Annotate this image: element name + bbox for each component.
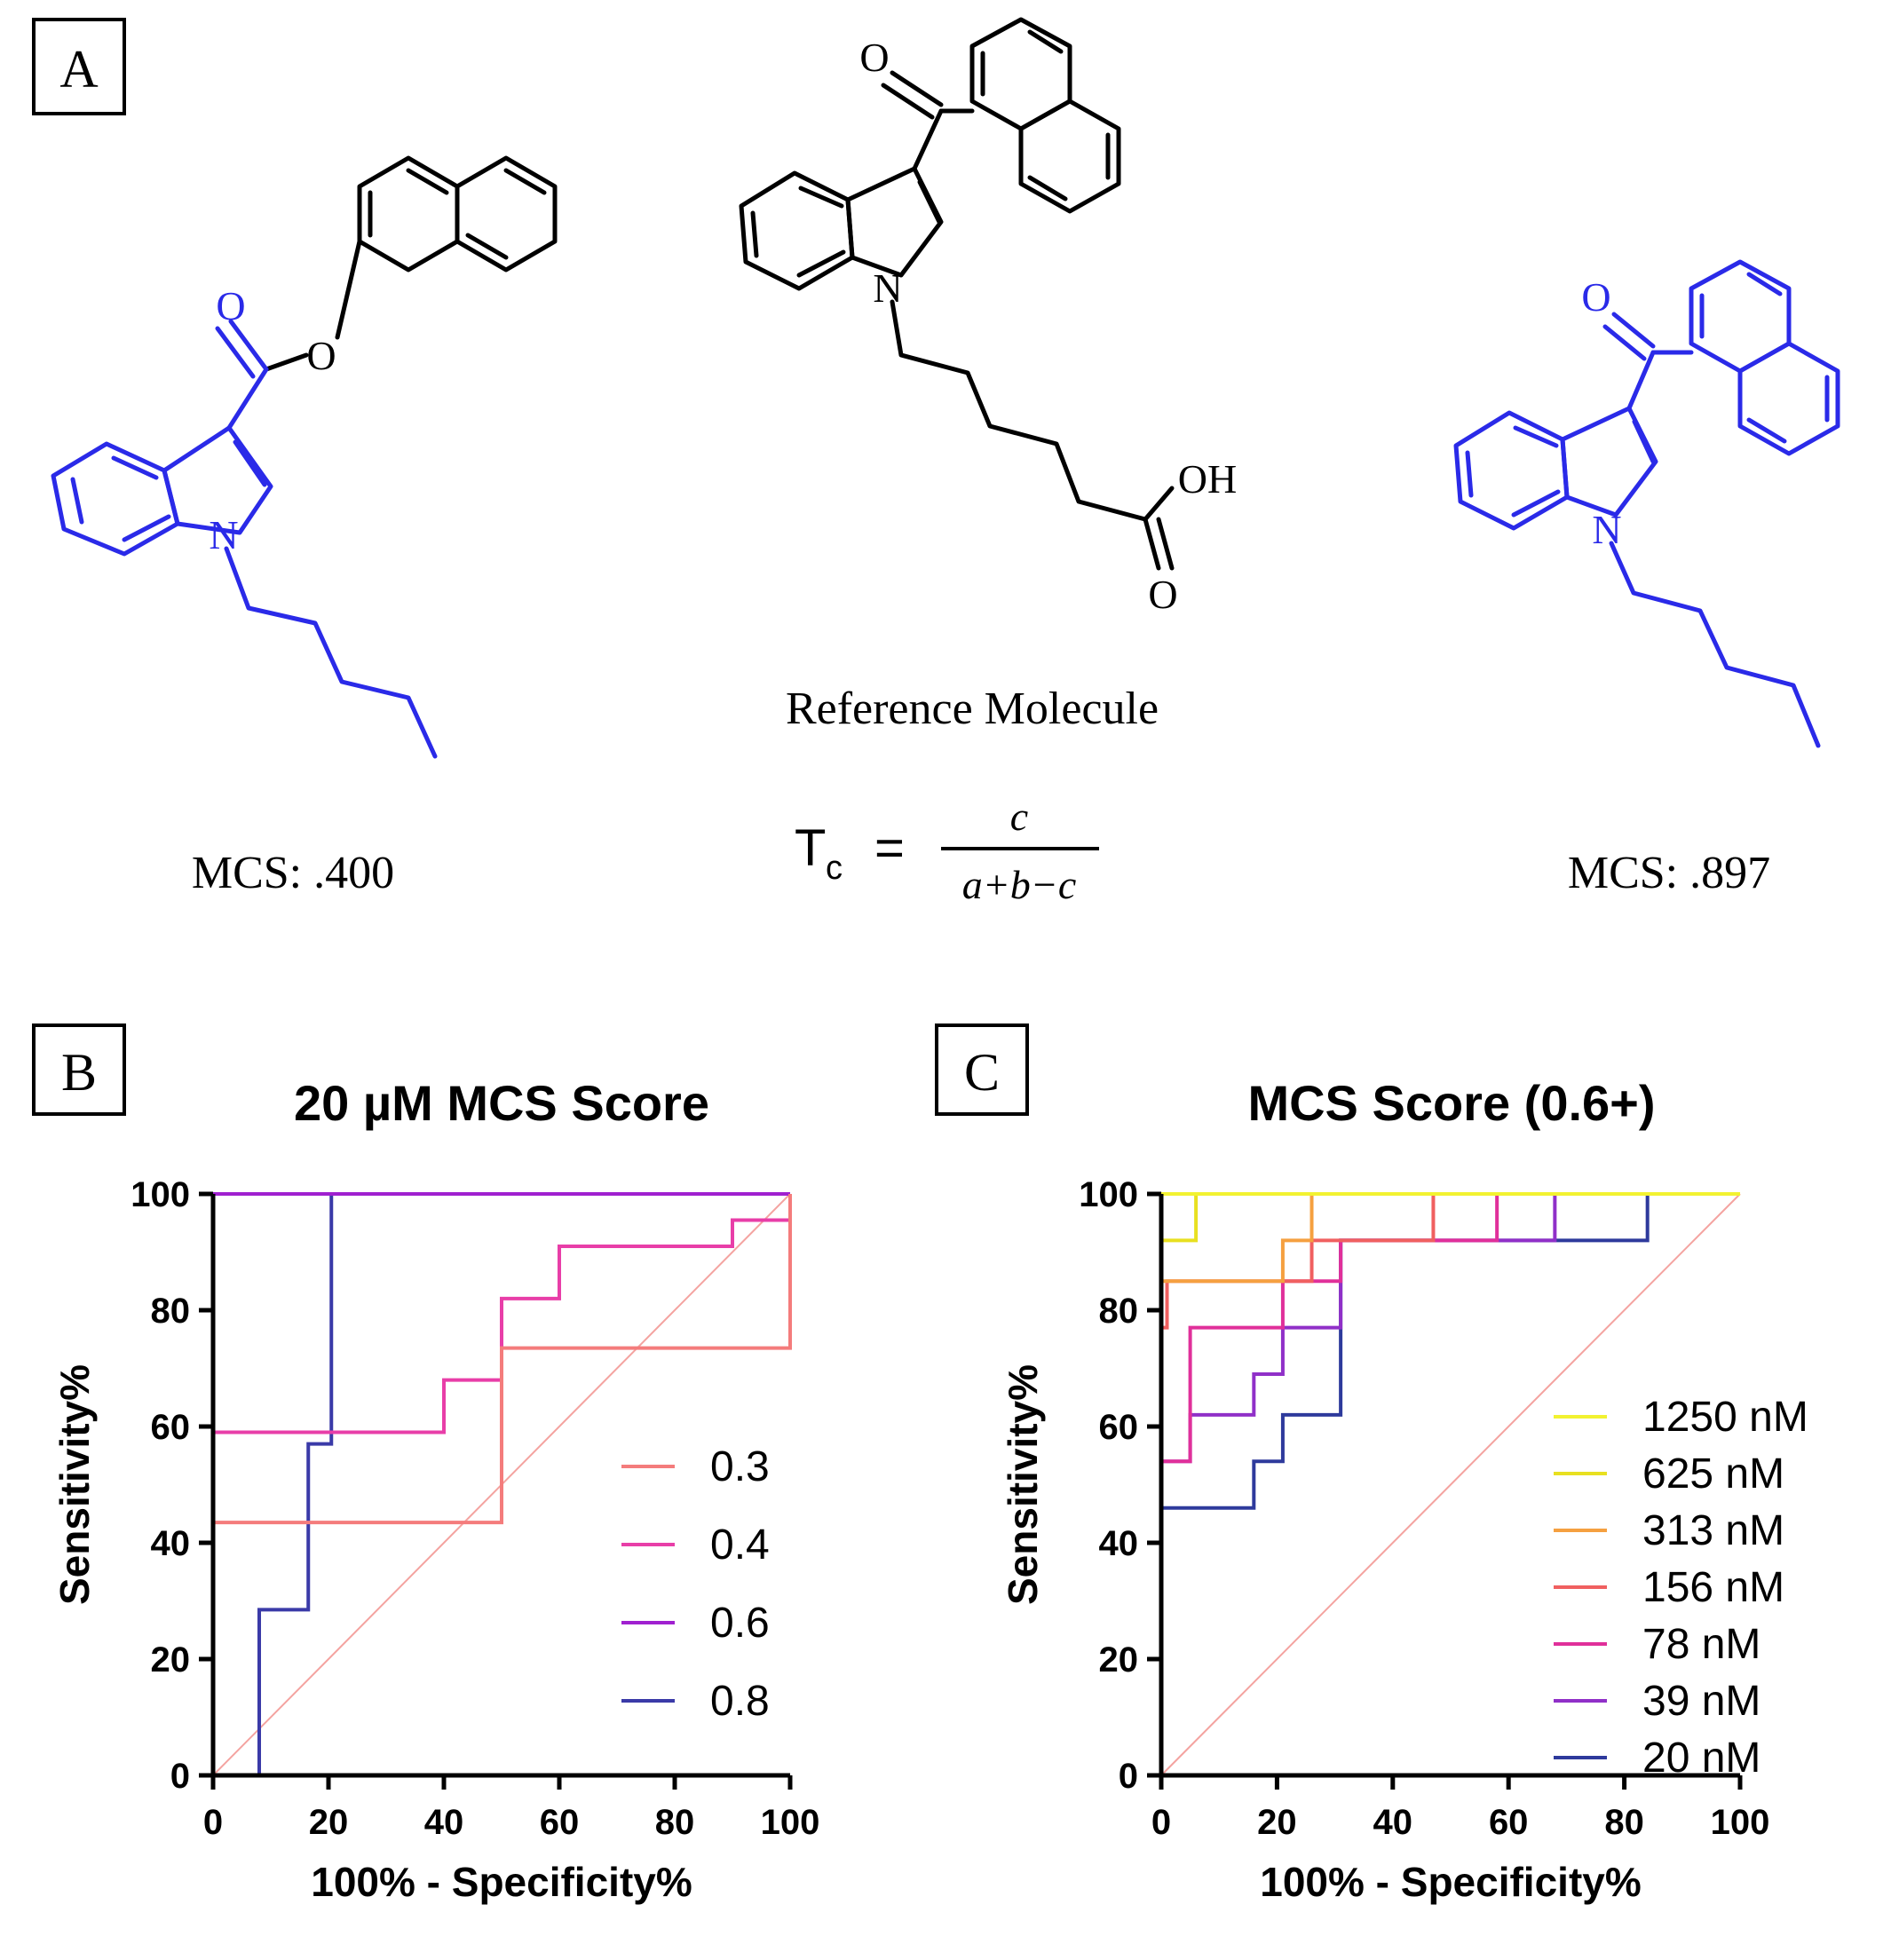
panel-a: A (32, 17, 1840, 907)
panel-c: C MCS Score (0.6+) 0 20 40 60 80 100 0 20 40 60 80 1… (935, 1023, 1808, 1905)
right-molecule (1453, 259, 1840, 748)
left-nitrogen: N (209, 512, 238, 557)
chart-b: 20 µM MCS Score 0 20 40 60 80 100 0 20 40 60 80 100 1… (51, 1075, 819, 1905)
left-carbonyl-o: O (216, 283, 245, 328)
chart-c-y-tick-label-4: 80 (1099, 1292, 1139, 1331)
tanimoto-formula: T c = c a+b−c (795, 794, 1099, 907)
formula-t: T (795, 819, 826, 877)
chart-c-title: MCS Score (0.6+) (1247, 1075, 1655, 1131)
reference-molecule (739, 17, 1175, 571)
chart-c-series-6 (1159, 1192, 1740, 1775)
chart-c-x-tick-label-0: 0 (1151, 1803, 1171, 1842)
formula-numerator: c (1010, 794, 1028, 839)
chart-c-y-tick-label-0: 0 (1119, 1757, 1138, 1796)
chart-c-y-tick-label-3: 60 (1099, 1408, 1139, 1447)
chart-c-legend-label-2: 313 nM (1642, 1507, 1784, 1554)
chart-c-x-axis-label: 100% - Specificity% (1260, 1859, 1642, 1905)
chart-b-y-tick-label-2: 40 (151, 1524, 191, 1563)
chart-b-y-tick-label-0: 0 (170, 1757, 190, 1796)
chart-b-x-tick-label-1: 20 (309, 1803, 349, 1842)
chart-c-legend-label-4: 78 nM (1642, 1621, 1760, 1668)
chart-c-legend-label-6: 20 nM (1642, 1735, 1760, 1782)
chart-b-legend-label-1: 0.4 (710, 1521, 770, 1569)
chart-c-y-tick-label-5: 100 (1079, 1175, 1138, 1214)
chart-c-legend-label-0: 1250 nM (1642, 1394, 1808, 1441)
panel-c-label-box (935, 1023, 1029, 1116)
reference-nitrogen: N (873, 265, 902, 311)
right-mcs-score: MCS: .897 (1568, 848, 1770, 898)
panel-c-label: C (964, 1043, 1000, 1102)
chart-c-legend-label-5: 39 nM (1642, 1678, 1760, 1725)
chart-c-x-tick-label-3: 60 (1489, 1803, 1529, 1842)
panel-b: B 20 µM MCS Score 0 20 40 60 80 100 0 20 40 60 80 10… (32, 1023, 819, 1905)
panel-a-label-box (32, 18, 126, 115)
chart-c-legend-label-3: 156 nM (1642, 1564, 1784, 1611)
chart-c-legend-label-1: 625 nM (1642, 1450, 1784, 1498)
right-nitrogen: N (1592, 507, 1621, 552)
chart-b-y-tick-label-1: 20 (151, 1640, 191, 1679)
panel-a-label: A (59, 40, 98, 99)
chart-b-y-tick-label-4: 80 (151, 1292, 191, 1331)
formula-equals: = (874, 819, 905, 877)
chart-c-x-tick-label-2: 40 (1373, 1803, 1413, 1842)
chart-c-x-tick-label-4: 80 (1604, 1803, 1644, 1842)
panel-b-label-box (32, 1023, 126, 1116)
chart-b-series-1 (211, 1194, 792, 1775)
reference-hydroxyl: OH (1178, 456, 1237, 502)
chart-b-legend-label-3: 0.8 (710, 1678, 770, 1725)
chart-b-legend-label-2: 0.6 (710, 1600, 770, 1647)
chart-b-x-tick-label-0: 0 (203, 1803, 223, 1842)
chart-c-reference-line (1160, 1193, 1741, 1776)
chart-b-x-tick-label-4: 80 (655, 1803, 695, 1842)
chart-c-x-tick-label-1: 20 (1257, 1803, 1297, 1842)
chart-c: MCS Score (0.6+) 0 20 40 60 80 100 0 20 40 60 80 100… (1000, 1075, 1808, 1905)
right-carbonyl-o: O (1581, 274, 1610, 320)
chart-b-x-tick-label-5: 100 (761, 1803, 820, 1842)
chart-b-title: 20 µM MCS Score (294, 1075, 709, 1131)
reference-acid-o: O (1148, 572, 1177, 617)
chart-c-y-axis-label: Sensitivity% (1000, 1364, 1046, 1605)
formula-subscript: c (826, 850, 843, 887)
chart-b-y-axis-label: Sensitivity% (51, 1364, 98, 1605)
formula-denominator: a+b−c (962, 862, 1077, 907)
left-mcs-score: MCS: .400 (192, 848, 394, 898)
chart-b-legend-label-0: 0.3 (710, 1443, 770, 1490)
chart-b-x-tick-label-3: 60 (540, 1803, 580, 1842)
chart-c-x-tick-label-5: 100 (1711, 1803, 1770, 1842)
left-naphthalene (264, 155, 558, 372)
left-molecule (51, 155, 558, 759)
chart-b-y-tick-label-3: 60 (151, 1408, 191, 1447)
chart-c-y-tick-label-2: 40 (1099, 1524, 1139, 1563)
chart-c-y-tick-label-1: 20 (1099, 1640, 1139, 1679)
reference-carbonyl-o: O (859, 35, 889, 80)
chart-b-x-tick-label-2: 40 (424, 1803, 464, 1842)
chart-b-y-tick-label-5: 100 (131, 1175, 190, 1214)
left-core (51, 319, 438, 759)
panel-b-label: B (61, 1043, 97, 1102)
chart-b-x-axis-label: 100% - Specificity% (311, 1859, 692, 1905)
reference-molecule-label: Reference Molecule (786, 684, 1159, 734)
chart-b-series-3 (213, 1192, 790, 1777)
left-ester-o: O (306, 333, 336, 378)
